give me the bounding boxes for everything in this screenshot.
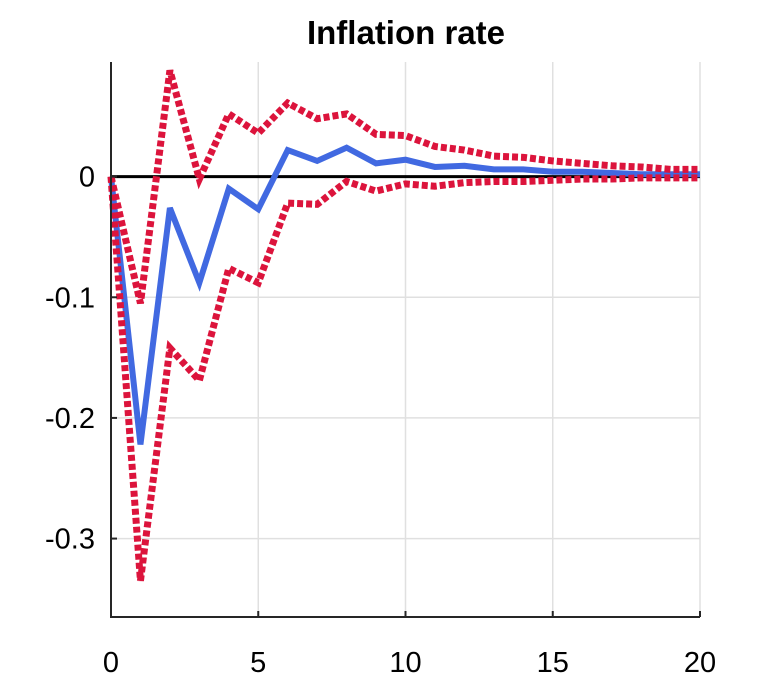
x-tick-label-0: 0 [103, 647, 119, 679]
series-layer [107, 69, 700, 582]
y-tick-label-3: -0.3 [45, 524, 95, 556]
upper-band-line [107, 69, 700, 305]
lower-band-line [107, 174, 700, 582]
tick-label-layer: 0 5 10 15 20 0 -0.1 -0.2 -0.3 [45, 162, 716, 679]
grid-layer [111, 62, 701, 617]
y-tick-label-1: -0.1 [45, 282, 95, 314]
point-estimate-line [108, 144, 700, 445]
x-tick-label-2: 10 [389, 647, 421, 679]
x-tick-label-4: 20 [684, 647, 716, 679]
y-tick-label-2: -0.2 [45, 403, 95, 435]
x-tick-label-1: 5 [250, 647, 266, 679]
x-tick-label-3: 15 [537, 647, 569, 679]
chart-title: Inflation rate [307, 14, 505, 51]
y-tick-label-0: 0 [79, 162, 95, 194]
axis-layer [110, 62, 701, 618]
